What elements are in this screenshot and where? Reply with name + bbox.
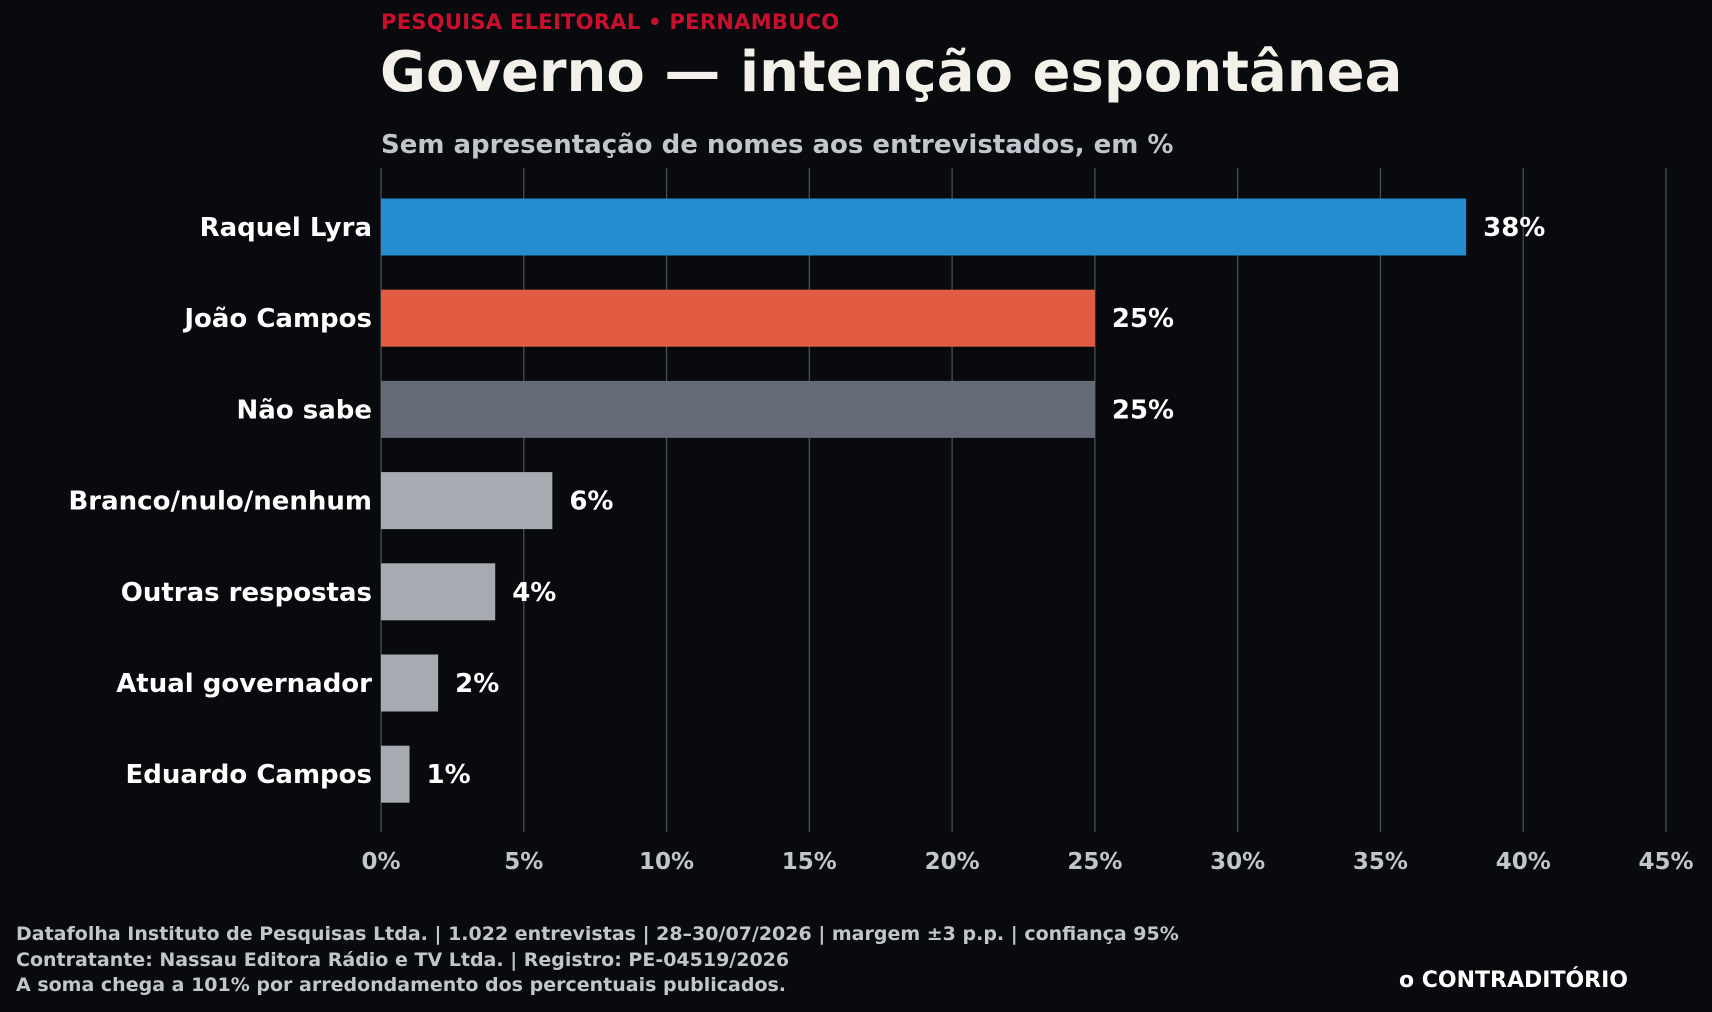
x-tick-label: 45%	[1638, 849, 1693, 875]
bar	[381, 472, 553, 530]
category-labels: Raquel Lyra João Campos Não sabe Branco/nul…	[68, 213, 372, 790]
brand-logo: o CONTRADITÓRIO	[1399, 968, 1628, 993]
value-labels: 38% 25% 25% 6% 4% 2% 1%	[427, 213, 1546, 790]
category-label: Branco/nulo/nenhum	[68, 487, 372, 517]
x-tick-label: 25%	[1067, 849, 1122, 875]
data-label: 38%	[1483, 213, 1545, 243]
data-label: 25%	[1112, 304, 1174, 334]
bar	[381, 380, 1095, 438]
data-label: 25%	[1112, 395, 1174, 425]
bar-chart: Raquel Lyra João Campos Não sabe Branco/nul…	[68, 168, 1694, 875]
x-tick-label: 20%	[925, 849, 980, 875]
chart-subtitle: Sem apresentação de nomes aos entrevista…	[381, 130, 1174, 160]
x-tick-label: 0%	[361, 849, 400, 875]
grid-lines	[380, 168, 1667, 832]
data-label: 1%	[427, 760, 471, 790]
data-label: 2%	[455, 669, 499, 699]
x-tick-label: 10%	[639, 849, 694, 875]
category-label: Não sabe	[237, 395, 372, 425]
x-tick-label: 30%	[1210, 849, 1265, 875]
bar	[381, 289, 1095, 347]
bars	[381, 198, 1467, 803]
footer-source: Datafolha Instituto de Pesquisas Ltda. |…	[16, 923, 1179, 945]
x-tick-label: 15%	[782, 849, 837, 875]
x-tick-label: 40%	[1496, 849, 1551, 875]
category-label: Outras respostas	[121, 578, 372, 608]
x-tick-label: 5%	[504, 849, 543, 875]
category-label: Atual governador	[116, 669, 372, 699]
category-label: Eduardo Campos	[126, 760, 372, 790]
footer-contractor: Contratante: Nassau Editora Rádio e TV L…	[16, 949, 790, 971]
bar	[381, 745, 410, 803]
x-tick-label: 35%	[1353, 849, 1408, 875]
x-axis-ticks: 0% 5% 10% 15% 20% 25% 30% 35% 40% 45%	[361, 849, 1693, 875]
category-label: João Campos	[182, 304, 372, 334]
chart-title: Governo — intenção espontânea	[380, 40, 1403, 105]
data-label: 4%	[512, 578, 556, 608]
footer-note: A soma chega a 101% por arredondamento d…	[16, 974, 787, 996]
bar	[381, 198, 1467, 256]
chart-kicker: PESQUISA ELEITORAL • PERNAMBUCO	[381, 10, 840, 34]
data-label: 6%	[569, 487, 613, 517]
bar	[381, 654, 439, 712]
category-label: Raquel Lyra	[200, 213, 372, 243]
bar	[381, 563, 496, 621]
